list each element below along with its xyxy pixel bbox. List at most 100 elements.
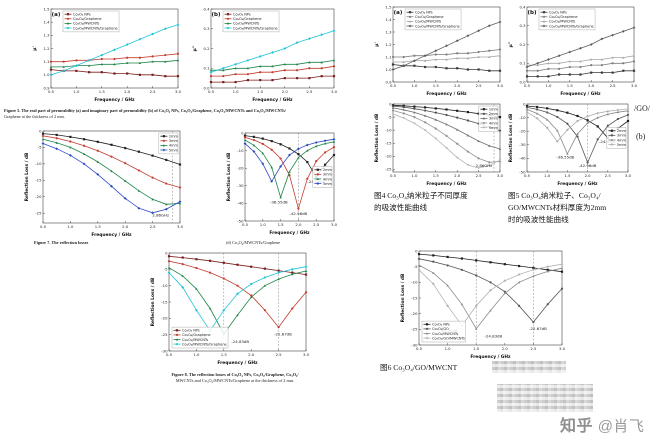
figure7-caption-text: Figure 7. The reflection losses: [34, 240, 89, 245]
svg-text:Co₃O₄ NPs: Co₃O₄ NPs: [549, 11, 567, 15]
svg-text:2.0: 2.0: [124, 89, 131, 94]
svg-text:0: 0: [523, 101, 526, 106]
censored-text-block-1: [492, 361, 566, 373]
svg-text:Reflection Loss / dB: Reflection Loss / dB: [226, 152, 232, 201]
fig5-caption-cn: 图5 Co₃O₄纳米粒子、Co₃O₄/ GO/MWCNTs材料厚度为2mm 时的…: [508, 190, 642, 225]
svg-text:0.9: 0.9: [43, 85, 50, 90]
zhihu-watermark: 知乎 @肖飞: [560, 412, 644, 436]
svg-text:0.5: 0.5: [40, 224, 47, 229]
svg-text:0: 0: [39, 128, 42, 133]
svg-text:-20: -20: [385, 154, 392, 159]
svg-text:μ': μ': [32, 46, 38, 51]
svg-text:3.0: 3.0: [559, 346, 566, 351]
svg-text:3.0: 3.0: [497, 173, 504, 178]
fig4-caption-line1: 图4 Co₃O₄纳米粒子不同厚度: [374, 191, 468, 200]
svg-text:0.9: 0.9: [385, 79, 392, 84]
svg-text:1.5: 1.5: [473, 346, 480, 351]
watermark-username: @肖飞: [597, 418, 645, 435]
svg-text:-22.67dB: -22.67dB: [529, 326, 547, 331]
svg-text:0: 0: [241, 130, 244, 135]
cropped-text-b: (b): [636, 132, 646, 141]
svg-text:3.0: 3.0: [175, 89, 182, 94]
svg-text:1.0: 1.0: [545, 83, 552, 88]
svg-text:1.3: 1.3: [43, 33, 50, 38]
svg-text:1.5: 1.5: [278, 222, 285, 227]
svg-text:-30: -30: [519, 142, 526, 147]
svg-text:μ': μ': [374, 42, 380, 47]
svg-text:Reflection Loss / dB: Reflection Loss / dB: [150, 277, 156, 326]
svg-text:2.5: 2.5: [476, 83, 483, 88]
svg-text:Co₃O₄/MWCNTs: Co₃O₄/MWCNTs: [182, 338, 208, 342]
fig5-caption-line1: 图5 Co₃O₄纳米粒子、Co₃O₄/: [508, 191, 601, 200]
svg-text:2.86GHz: 2.86GHz: [476, 163, 493, 168]
svg-text:2.0: 2.0: [502, 346, 509, 351]
svg-text:1.0: 1.0: [73, 89, 80, 94]
svg-text:1.0: 1.0: [233, 89, 240, 94]
svg-text:-10: -10: [411, 280, 418, 285]
svg-text:3mm: 3mm: [617, 134, 627, 138]
svg-text:1.5: 1.5: [43, 6, 50, 11]
svg-text:2.0: 2.0: [454, 173, 461, 178]
svg-text:2.5: 2.5: [150, 224, 157, 229]
svg-text:3.0: 3.0: [177, 224, 184, 229]
svg-text:3mm: 3mm: [169, 139, 179, 143]
svg-text:0.0: 0.0: [519, 79, 526, 84]
svg-text:Co₃O₄/Graphene: Co₃O₄/Graphene: [415, 15, 444, 19]
zhihu-logo-text: 知乎: [560, 418, 594, 435]
svg-text:2.5: 2.5: [605, 173, 612, 178]
svg-text:1.0: 1.0: [193, 352, 200, 357]
svg-text:2.5: 2.5: [530, 346, 537, 351]
svg-text:0: 0: [165, 250, 168, 255]
svg-text:0: 0: [389, 101, 392, 106]
svg-text:Co₃O₄/MWCNTs: Co₃O₄/MWCNTs: [73, 22, 99, 26]
svg-text:-42.96dB: -42.96dB: [579, 163, 597, 168]
svg-text:1.0: 1.0: [445, 346, 452, 351]
svg-text:0.5: 0.5: [524, 173, 531, 178]
svg-text:1.5: 1.5: [433, 83, 440, 88]
svg-text:1.5: 1.5: [564, 173, 571, 178]
svg-text:Co₃O₄ NPs: Co₃O₄ NPs: [415, 11, 433, 15]
svg-text:Reflection Loss / dB: Reflection Loss / dB: [374, 113, 380, 162]
svg-text:4mm: 4mm: [617, 138, 627, 142]
svg-text:-20: -20: [35, 194, 42, 199]
chart-reflection-loss-thickness-a: 0.5 1.0 1.5 2.0 2.5 3.0 0 -5 -10 -15 -20 -25 Frequen…: [22, 126, 184, 238]
svg-text:-10: -10: [519, 115, 526, 120]
svg-text:1.4: 1.4: [43, 19, 50, 24]
svg-text:1.5: 1.5: [567, 83, 574, 88]
figure5-caption-line2: Graphene at the thickness of 2 mm.: [4, 114, 65, 120]
svg-text:-25: -25: [161, 332, 168, 337]
chart-permeability-real: 0.5 1.0 1.5 2.0 2.5 3.0 0.9 1.0 1.1 1.2 1.3 1.4 1.5 F…: [30, 4, 182, 103]
svg-text:2mm: 2mm: [323, 168, 333, 172]
figure5-caption: Figure 5. The real part of permeability …: [4, 108, 344, 120]
svg-text:-5: -5: [414, 264, 418, 269]
svg-text:1.0: 1.0: [411, 83, 418, 88]
svg-text:Co₃O₄/MWCNTs/Graphene: Co₃O₄/MWCNTs/Graphene: [549, 24, 594, 28]
svg-text:-15: -15: [385, 141, 392, 146]
svg-text:(a): (a): [394, 10, 403, 16]
svg-text:0.5: 0.5: [416, 346, 423, 351]
svg-text:2.5: 2.5: [306, 89, 313, 94]
svg-text:-20: -20: [411, 311, 418, 316]
svg-text:μ'': μ'': [192, 46, 198, 52]
svg-text:Co₃O₄/MWCNTs/Graphene: Co₃O₄/MWCNTs/Graphene: [73, 26, 118, 30]
svg-text:Co₃O₄/Graphene: Co₃O₄/Graphene: [233, 17, 262, 21]
svg-text:3.0: 3.0: [497, 83, 504, 88]
svg-text:-15: -15: [35, 178, 42, 183]
svg-text:-40: -40: [519, 156, 526, 161]
svg-text:3mm: 3mm: [489, 117, 499, 121]
svg-text:-42.96dB: -42.96dB: [290, 211, 308, 216]
svg-text:5mm: 5mm: [489, 126, 499, 130]
svg-text:1.0: 1.0: [385, 67, 392, 72]
svg-text:2.0: 2.0: [454, 83, 461, 88]
svg-text:0.2: 0.2: [519, 42, 526, 47]
svg-text:-50: -50: [519, 169, 526, 174]
svg-text:0.5: 0.5: [242, 222, 249, 227]
cropped-text-go: /GO/: [634, 104, 650, 113]
chart-fig6-absorption-cn: 0.5 1.0 1.5 2.0 2.5 3.0 0 -5 -10 -15 -20 -25 -30 Freq…: [398, 246, 566, 360]
svg-text:Reflection Loss / dB: Reflection Loss / dB: [400, 273, 406, 322]
svg-text:1.5: 1.5: [433, 173, 440, 178]
svg-text:0.1: 0.1: [519, 61, 526, 66]
chart-fig5-absorption-cn: 0.5 1.0 1.5 2.0 2.5 3.0 0 -10 -20 -30 -40 -50 Freque…: [506, 99, 632, 187]
svg-text:Co₃O₄/MWCNTs/Graphene: Co₃O₄/MWCNTs/Graphene: [415, 24, 460, 28]
svg-text:0.5: 0.5: [48, 89, 55, 94]
